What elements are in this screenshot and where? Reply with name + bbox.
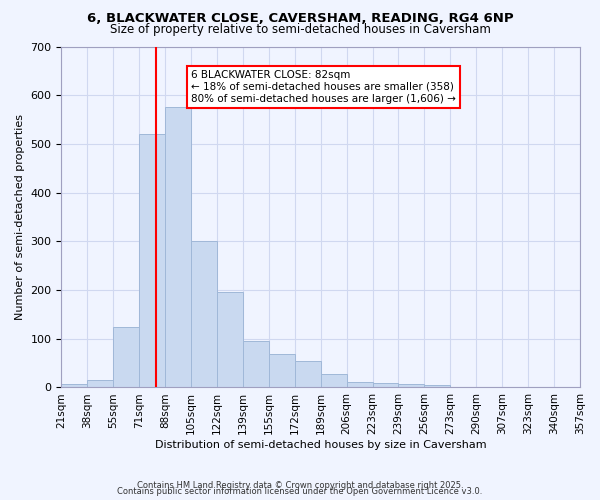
Bar <box>217 292 243 388</box>
Bar <box>113 326 139 388</box>
Text: Contains public sector information licensed under the Open Government Licence v3: Contains public sector information licen… <box>118 488 482 496</box>
Bar <box>269 354 295 388</box>
Bar <box>398 384 424 388</box>
Bar <box>347 382 373 388</box>
Bar <box>139 134 165 388</box>
Bar <box>165 108 191 388</box>
Bar <box>424 385 451 388</box>
Text: 6 BLACKWATER CLOSE: 82sqm
← 18% of semi-detached houses are smaller (358)
80% of: 6 BLACKWATER CLOSE: 82sqm ← 18% of semi-… <box>191 70 456 104</box>
Text: 6, BLACKWATER CLOSE, CAVERSHAM, READING, RG4 6NP: 6, BLACKWATER CLOSE, CAVERSHAM, READING,… <box>86 12 514 26</box>
Y-axis label: Number of semi-detached properties: Number of semi-detached properties <box>15 114 25 320</box>
Bar <box>243 341 269 388</box>
Bar <box>88 380 113 388</box>
Bar <box>191 242 217 388</box>
Text: Size of property relative to semi-detached houses in Caversham: Size of property relative to semi-detach… <box>110 22 490 36</box>
Bar <box>61 384 88 388</box>
Bar <box>321 374 347 388</box>
X-axis label: Distribution of semi-detached houses by size in Caversham: Distribution of semi-detached houses by … <box>155 440 487 450</box>
Bar <box>295 360 321 388</box>
Text: Contains HM Land Registry data © Crown copyright and database right 2025.: Contains HM Land Registry data © Crown c… <box>137 481 463 490</box>
Bar <box>373 382 398 388</box>
